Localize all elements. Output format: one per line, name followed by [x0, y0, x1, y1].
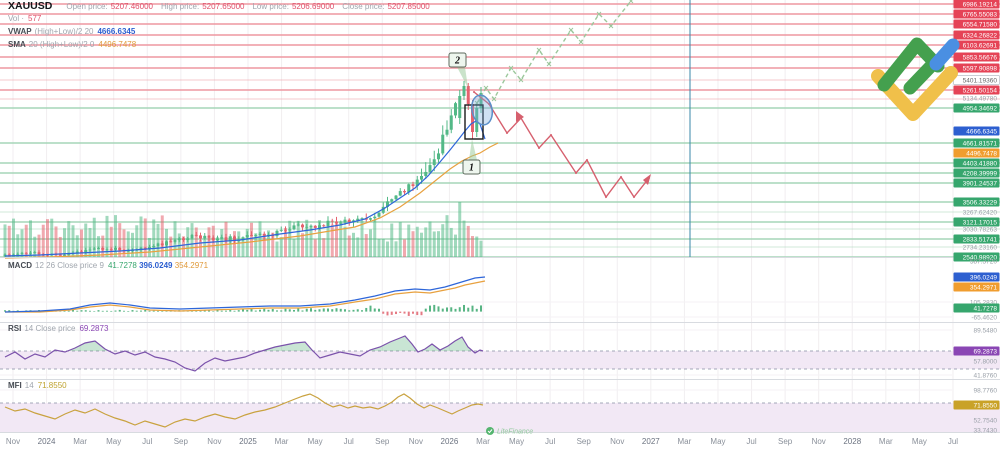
price-axis-label: 6765.55083	[963, 12, 998, 19]
price-axis-label: 4666.6345	[966, 129, 997, 136]
price-axis-label: 33.7430	[974, 428, 998, 435]
price-axis-labels: 6986.19214 6765.55083 6554.71580 6324.26822…	[953, 0, 1000, 435]
price-axis-label: 3506.33229	[963, 200, 998, 207]
time-axis-label: Nov	[6, 437, 20, 446]
price-axis-label: 3030.78263	[963, 227, 998, 234]
time-axis-label: Jul	[344, 437, 354, 446]
price-axis-label: 89.5480	[974, 328, 998, 335]
time-axis-label: Mar	[879, 437, 893, 446]
time-axis-label: Sep	[778, 437, 793, 446]
indicator-bands	[0, 350, 1000, 432]
time-axis-label: 2026	[441, 437, 459, 446]
pane-separators	[0, 257, 1000, 433]
time-axis-label: Mar	[476, 437, 490, 446]
price-axis-label: 4208.39999	[963, 171, 998, 178]
price-axis-label: 5597.90898	[963, 66, 998, 73]
price-axis-label: 5261.50154	[963, 88, 998, 95]
price-axis-label: 5853.56676	[963, 55, 998, 62]
time-axis[interactable]	[0, 433, 1000, 449]
price-axis-label: 2734.23160	[963, 245, 998, 252]
price-axis-label: 5134.49780	[963, 96, 998, 103]
time-axis-label: Mar	[73, 437, 87, 446]
time-axis-label: May	[912, 437, 927, 446]
price-axis-label: -65.4620	[971, 315, 997, 322]
time-axis-label: Sep	[174, 437, 189, 446]
price-axis-label: 6986.19214	[963, 2, 998, 9]
time-axis-labels: Nov 2024 Mar May Jul Sep Nov 2025 Mar May Jul Sep No…	[6, 437, 958, 446]
price-axis-label: 4661.81571	[963, 141, 998, 148]
time-axis-label: 2027	[642, 437, 660, 446]
price-axis-label: 4496.7478	[966, 151, 997, 158]
price-axis-label: 3121.17015	[963, 220, 998, 227]
time-axis-label: Jul	[948, 437, 958, 446]
price-axis-label: 587.3720	[970, 259, 997, 266]
time-axis-label: Sep	[375, 437, 390, 446]
logo-blue-tip	[929, 38, 960, 71]
price-axis-label: 98.7760	[974, 388, 998, 395]
time-axis-label: May	[308, 437, 323, 446]
price-axis-label: 41.8760	[974, 373, 998, 380]
price-axis-label: 3901.24537	[963, 181, 998, 188]
price-axis-label: 4403.41880	[963, 161, 998, 168]
time-axis-label: Jul	[142, 437, 152, 446]
logo-yellow-check	[871, 66, 958, 121]
price-axis-label: 6324.26822	[963, 33, 998, 40]
price-axis-label: 5401.19360	[963, 78, 998, 85]
price-axis-label: 3267.62420	[963, 210, 998, 217]
time-axis-label: May	[106, 437, 121, 446]
price-axis-label: 41.7278	[974, 306, 998, 313]
support-resistance-levels	[0, 3, 1000, 258]
time-axis-label: Jul	[545, 437, 555, 446]
time-axis-label: 2028	[843, 437, 861, 446]
time-axis-label: Mar	[275, 437, 289, 446]
price-axis-label: 2540.98920	[963, 255, 998, 262]
time-axis-label: 2024	[38, 437, 56, 446]
time-axis-label: 2025	[239, 437, 257, 446]
time-axis-label: Nov	[610, 437, 624, 446]
litefinance-logo	[871, 37, 960, 121]
price-axis-label: 6103.62691	[963, 43, 998, 50]
price-axis-label: 6554.71580	[963, 22, 998, 29]
price-axis-label: 2833.51741	[963, 237, 998, 244]
time-axis-label: Nov	[207, 437, 221, 446]
wave-label: 1	[469, 163, 474, 174]
wave-annotations: 21	[448, 52, 494, 175]
time-axis-label: Mar	[678, 437, 692, 446]
time-axis-label: Sep	[577, 437, 592, 446]
price-axis-label: 71.8550	[974, 403, 998, 410]
price-axis-label: 396.0249	[970, 275, 997, 282]
volume-bars	[3, 202, 483, 257]
time-axis-label: May	[710, 437, 725, 446]
time-axis-label: Nov	[409, 437, 423, 446]
indicator-lines	[4, 276, 486, 428]
wave-label: 2	[454, 56, 460, 67]
price-axis-label: 105.2830	[970, 300, 997, 307]
watermark-text: LiteFinance	[497, 429, 533, 436]
forecast-zigzags	[473, 0, 651, 199]
time-axis-label: May	[509, 437, 524, 446]
price-axis-label: 69.2873	[974, 349, 998, 356]
litefinance-watermark: LiteFinance	[486, 427, 533, 436]
time-axis-label: Nov	[812, 437, 826, 446]
price-axis-label: 4954.34692	[963, 106, 998, 113]
price-axis-label: 52.7540	[974, 418, 998, 425]
time-axis-label: Jul	[746, 437, 756, 446]
logo-green-leg	[903, 57, 940, 95]
price-axis-label: 57.8000	[974, 359, 998, 366]
price-axis-label: 354.2971	[970, 285, 997, 292]
